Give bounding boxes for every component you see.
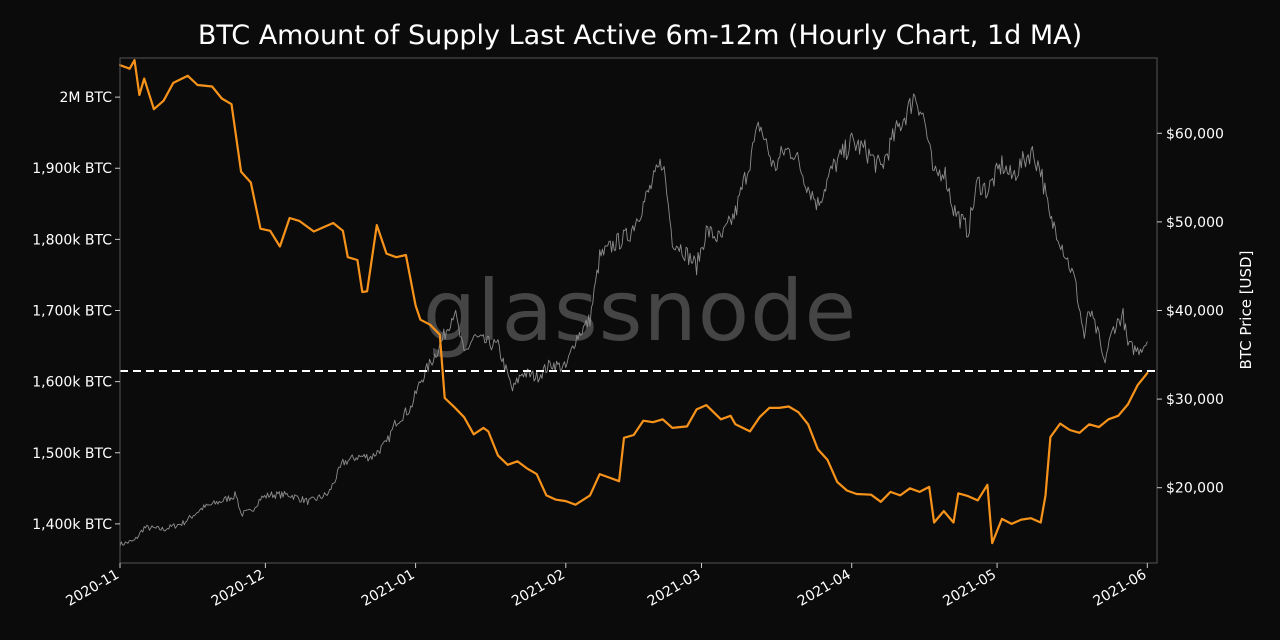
left-tick-label: 1,800k BTC [32,232,112,248]
supply-series-layer [118,59,1149,545]
chart-title: BTC Amount of Supply Last Active 6m-12m … [198,20,1082,51]
left-tick-label: 1,500k BTC [32,446,112,462]
watermark-text: glassnode [423,262,857,360]
right-tick-label: $60,000 [1166,126,1224,142]
left-tick-label: 1,900k BTC [32,161,112,177]
supply-line [118,59,1149,545]
right-axis-label: BTC Price [USD] [1237,251,1255,370]
left-axis: 1,400k BTC 1,500k BTC 1,600k BTC 1,700k BTC… [32,90,120,533]
left-tick-label: 1,600k BTC [32,375,112,391]
right-tick-label: $20,000 [1166,481,1224,497]
right-axis: $20,000 $30,000 $40,000 $50,000 $60,000 [1157,126,1224,497]
right-tick-label: $30,000 [1166,392,1224,408]
left-tick-label: 2M BTC [59,90,112,106]
left-tick-label: 1,700k BTC [32,304,112,320]
price-line [119,93,1148,548]
right-tick-label: $40,000 [1166,304,1224,320]
left-tick-label: 1,400k BTC [32,517,112,533]
price-series-layer [119,93,1148,548]
right-tick-label: $50,000 [1166,215,1224,231]
